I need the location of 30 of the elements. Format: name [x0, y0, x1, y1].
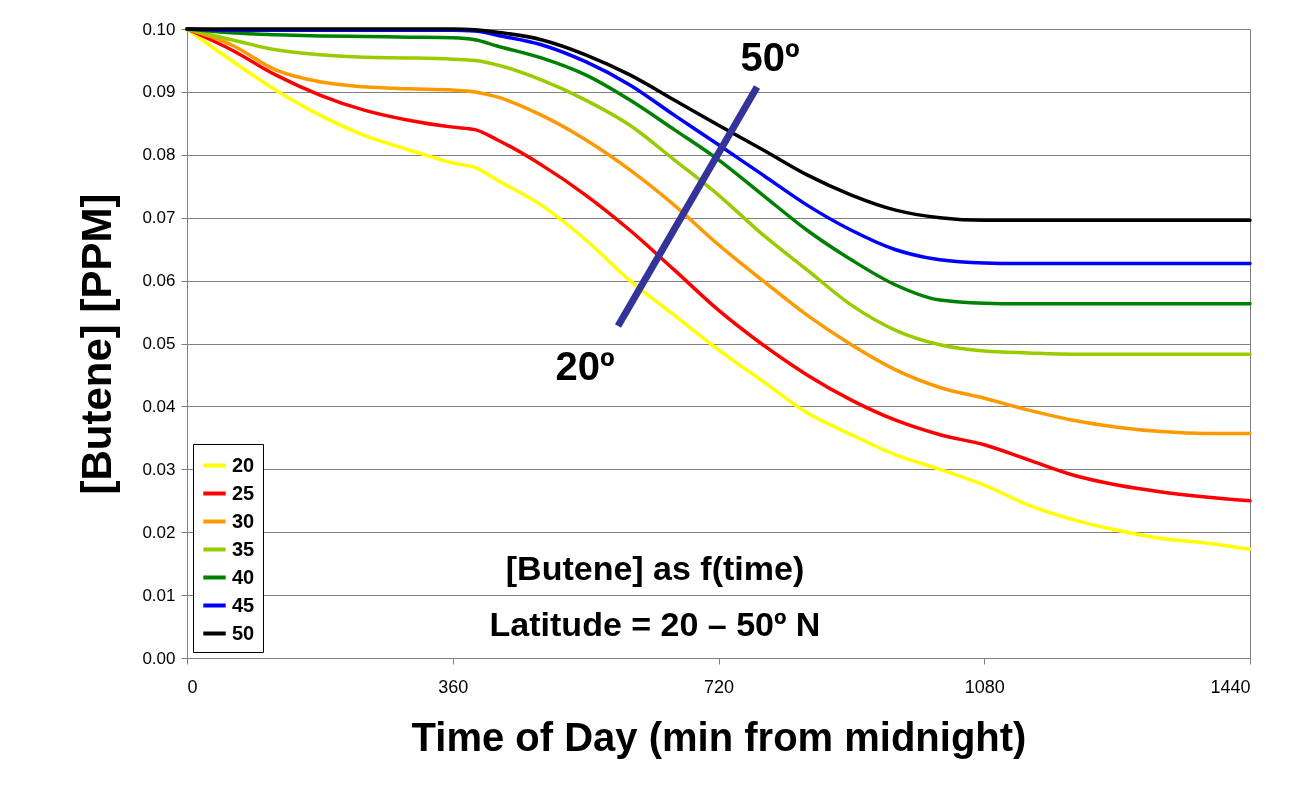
x-axis-title: Time of Day (min from midnight) [411, 714, 1027, 759]
annotation: 50º [740, 35, 800, 79]
legend-label: 50 [232, 621, 255, 644]
x-tick-label: 720 [703, 676, 735, 697]
y-tick-label: 0.05 [142, 334, 176, 353]
y-tick-label: 0.01 [142, 585, 176, 605]
y-tick-label: 0.08 [142, 145, 176, 165]
y-tick-label: 0.04 [142, 396, 176, 416]
y-tick-label: 0.03 [142, 459, 176, 479]
legend-label: 35 [232, 537, 255, 560]
y-axis-title: [Butene] [PPM] [73, 193, 121, 495]
y-tick-label: 0.00 [142, 648, 176, 668]
y-tick-label: 0.10 [142, 19, 176, 39]
annotation: 20º [555, 344, 615, 388]
legend-label: 20 [232, 453, 255, 476]
annotation: [Butene] as f(time) [505, 549, 805, 587]
x-tick-label: 0 [187, 676, 198, 697]
legend-label: 30 [232, 509, 255, 532]
y-tick-label: 0.02 [142, 522, 176, 542]
legend-label: 25 [232, 481, 255, 504]
y-tick-label: 0.09 [142, 82, 176, 102]
y-tick-label: 0.07 [142, 208, 176, 228]
y-tick-label: 0.06 [142, 271, 176, 291]
x-tick-label: 1440 [1210, 676, 1251, 697]
legend-label: 40 [232, 565, 255, 588]
annotation: Latitude = 20 – 50º N [489, 605, 821, 643]
x-tick-label: 360 [438, 676, 469, 697]
legend-label: 45 [232, 593, 255, 616]
line-series [185, 27, 1252, 222]
x-tick-label: 1080 [964, 676, 1005, 697]
